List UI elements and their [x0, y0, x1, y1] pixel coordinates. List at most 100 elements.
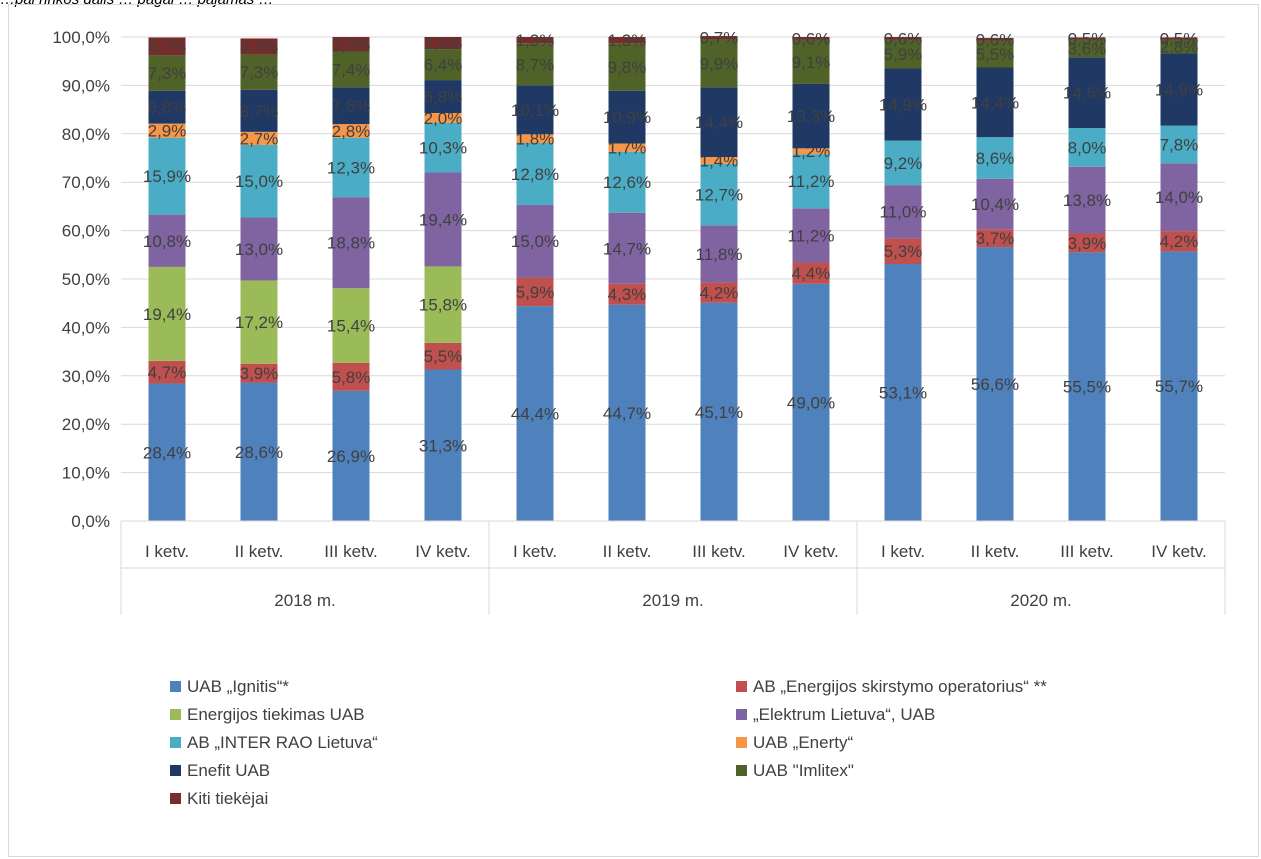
- data-label: 56,6%: [971, 375, 1019, 394]
- bar-segment: [332, 124, 370, 138]
- bar-segment: [608, 283, 646, 305]
- data-label: 0,6%: [792, 29, 831, 48]
- data-label: 1,3%: [516, 31, 555, 50]
- bar-segment: [700, 302, 738, 521]
- data-label: 3,7%: [148, 37, 187, 56]
- data-label: 31,3%: [419, 436, 467, 455]
- data-label: 5,5%: [424, 347, 463, 366]
- data-label: 11,8%: [696, 245, 743, 264]
- legend-item: „Elektrum Lietuva“, UAB: [736, 702, 1216, 727]
- x-group-label: 2020 m.: [1010, 591, 1071, 610]
- data-label: 7,8%: [1160, 135, 1199, 154]
- bar-segment: [976, 137, 1014, 179]
- legend-label: AB „INTER RAO Lietuva“: [187, 732, 378, 752]
- data-label: 3,9%: [1068, 234, 1107, 253]
- y-tick-label: 10,0%: [62, 464, 110, 483]
- legend-label: AB „Energijos skirstymo operatorius“ **: [753, 676, 1047, 696]
- bar-segment: [332, 137, 370, 198]
- data-label: 10,4%: [971, 195, 1019, 214]
- legend-item: AB „Energijos skirstymo operatorius“ **: [736, 674, 1216, 699]
- data-label: 11,2%: [788, 172, 835, 191]
- data-label: 55,7%: [1155, 377, 1203, 396]
- data-label: 13,3%: [787, 107, 835, 126]
- bar-segment: [332, 288, 370, 363]
- legend-swatch: [736, 737, 747, 748]
- data-label: 5,3%: [884, 242, 923, 261]
- data-label: 15,8%: [419, 296, 467, 315]
- bar-segment: [884, 39, 922, 69]
- data-label: 5,9%: [884, 45, 923, 64]
- data-label: 8,7%: [516, 55, 555, 74]
- bar-segment: [976, 40, 1014, 68]
- bar-segment: [148, 360, 186, 384]
- data-label: 44,4%: [511, 405, 559, 424]
- data-label: 5,5%: [976, 45, 1015, 64]
- bar-segment: [792, 283, 830, 521]
- data-label: 7,3%: [148, 64, 187, 83]
- data-label: 0,5%: [1160, 30, 1199, 49]
- bar-segment: [332, 362, 370, 391]
- data-label: 8,7%: [240, 102, 279, 121]
- bar-segment: [608, 151, 646, 213]
- bar-segment: [884, 263, 922, 521]
- data-label: 11,2%: [788, 226, 835, 245]
- bar-segment: [792, 148, 830, 155]
- bar-segment: [700, 163, 738, 226]
- bar-segment: [424, 369, 462, 521]
- data-label: 49,0%: [787, 393, 835, 412]
- data-label: 28,4%: [143, 443, 191, 462]
- chart-frame: [8, 4, 1259, 857]
- bar-segment: [1160, 251, 1198, 522]
- data-label: 44,7%: [603, 404, 651, 423]
- data-label: 0,6%: [976, 30, 1015, 49]
- bar-segment: [1068, 233, 1106, 253]
- y-tick-label: 70,0%: [62, 173, 110, 192]
- bar-segment: [608, 43, 646, 91]
- x-tick-label: I ketv.: [145, 542, 189, 561]
- data-label: 6,8%: [424, 88, 463, 107]
- bar-segment: [1160, 163, 1198, 232]
- x-group-label: 2019 m.: [642, 591, 703, 610]
- data-label: 5,9%: [516, 283, 555, 302]
- bar-segment: [976, 37, 1014, 41]
- legend-label: Enefit UAB: [187, 760, 271, 780]
- data-label: 28,6%: [235, 443, 283, 462]
- y-tick-label: 0,0%: [71, 512, 110, 531]
- data-label: 15,0%: [235, 172, 283, 191]
- data-label: 2,8%: [1160, 38, 1199, 57]
- bar-segment: [240, 38, 278, 55]
- bar-segment: [424, 172, 462, 267]
- legend-swatch: [736, 765, 747, 776]
- bar-segment: [332, 197, 370, 289]
- data-label: 13,8%: [1063, 191, 1111, 210]
- bar-segment: [792, 83, 830, 149]
- bar-segment: [1160, 231, 1198, 252]
- bar-segment: [792, 39, 830, 84]
- bar-segment: [148, 90, 186, 124]
- bar-segment: [240, 89, 278, 132]
- bar-segment: [884, 185, 922, 239]
- bar-segment: [332, 37, 370, 52]
- bar-segment: [608, 304, 646, 521]
- bar-segment: [516, 142, 554, 205]
- data-label: 12,7%: [695, 186, 743, 205]
- bar-segment: [700, 282, 738, 303]
- data-label: 12,6%: [603, 173, 651, 192]
- x-tick-label: IV ketv.: [783, 542, 838, 561]
- data-label: 4,3%: [608, 285, 647, 304]
- data-label: 17,2%: [235, 313, 283, 332]
- x-tick-label: II ketv.: [235, 542, 284, 561]
- data-label: 9,9%: [700, 54, 739, 73]
- bar-segment: [148, 37, 186, 56]
- bar-segment: [148, 266, 186, 361]
- bar-segment: [240, 382, 278, 521]
- bar-segment: [608, 212, 646, 284]
- legend-label: Kiti tiekėjai: [187, 788, 269, 808]
- bar-segment: [148, 137, 186, 215]
- bar-segment: [424, 80, 462, 113]
- data-label: 10,8%: [143, 232, 191, 251]
- data-label: 3,9%: [240, 364, 279, 383]
- bar-segment: [608, 143, 646, 152]
- bar-segment: [516, 204, 554, 278]
- x-tick-label: III ketv.: [324, 542, 378, 561]
